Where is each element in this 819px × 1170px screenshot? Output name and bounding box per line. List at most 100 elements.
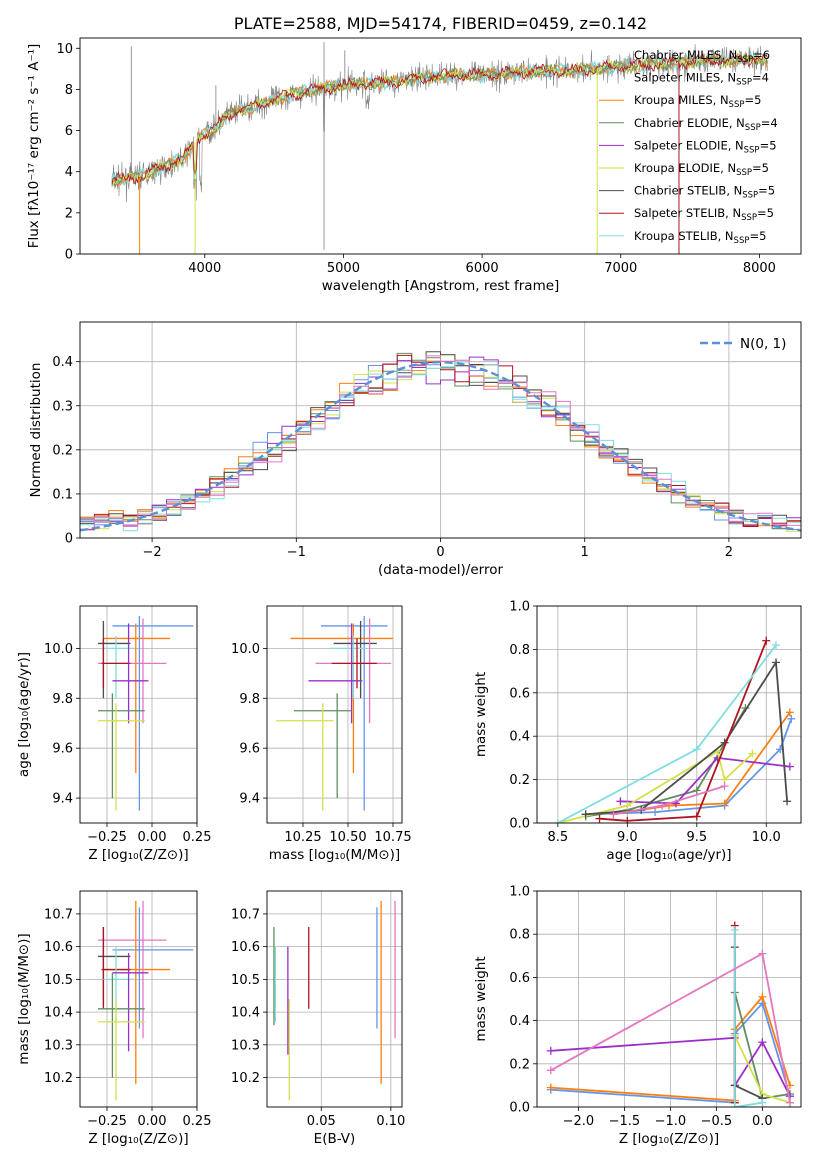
y-tick-label: 10.0 (231, 642, 260, 657)
weight-line (733, 947, 763, 1100)
weight-marker (730, 925, 739, 934)
y-axis-label: mass weight (473, 672, 489, 757)
axes-weight_vs_Z: −2.0 −1.5 −1.0 −0.5 0.0 0.0 0.2 0.4 0.6 0.8 1.0 Z [… (473, 885, 802, 1147)
weight-marker (546, 1046, 555, 1055)
x-tick-label: 0.00 (138, 1114, 167, 1129)
legend-entry: Kroupa STELIB, NSSP=5 (634, 229, 766, 246)
y-tick-label: 0.3 (52, 399, 73, 414)
model-spectrum (111, 51, 769, 187)
x-tick-label: 7000 (604, 261, 637, 276)
x-axis-label: mass [log₁₀(M/M⊙)] (269, 847, 400, 863)
ticks-mass_vs_EBV: 0.05 0.10 10.2 10.3 10.4 10.5 10.6 10.7 (231, 907, 405, 1129)
axes-spectrum: 4000 5000 6000 7000 8000 0 2 4 6 8 10 wavelength [A… (26, 14, 802, 294)
y-tick-label: 0.2 (509, 1057, 530, 1072)
legend: N(0, 1) (700, 336, 786, 352)
y-tick-label: 10.7 (231, 907, 260, 922)
y-tick-label: 10.3 (44, 1038, 73, 1053)
x-tick-label: −1.5 (609, 1114, 641, 1129)
weight-line (620, 756, 791, 805)
ticks-weight_vs_age: 8.5 9.0 9.5 10.0 0.0 0.2 0.4 0.6 0.8 1.0 (509, 600, 780, 846)
model-spectrum (111, 53, 768, 185)
y-tick-label: 10.5 (231, 973, 260, 988)
x-tick-label: 10.75 (374, 830, 411, 845)
plot-area-mass_vs_EBV (273, 900, 396, 1101)
legend-entry: N(0, 1) (740, 336, 786, 352)
y-tick-label: 9.6 (239, 742, 260, 757)
weight-marker (758, 1038, 767, 1047)
axes-frame (536, 890, 802, 1108)
y-tick-label: 1.0 (509, 600, 530, 615)
grid-weight_vs_age (537, 605, 801, 824)
axes-residuals: −2 −1 0 1 2 0 0.1 0.2 0.3 0.4 (data-model)/error No… (28, 321, 802, 578)
y-tick-label: 0.6 (509, 971, 530, 986)
weight-marker (720, 799, 729, 808)
weight-marker (730, 1103, 739, 1107)
y-tick-label: 8 (65, 83, 73, 98)
axes-frame (79, 321, 802, 539)
weight-marker (692, 812, 701, 821)
legend-entry: Salpeter MILES, NSSP=4 (634, 71, 769, 88)
model-spectrum (111, 54, 768, 187)
y-tick-label: 0.4 (509, 1014, 530, 1029)
legend-entry: Kroupa MILES, NSSP=5 (634, 93, 761, 110)
grid-mass_vs_Z (80, 891, 198, 1107)
plot-area-age_vs_mass (276, 615, 393, 811)
plot-area-weight_vs_age (553, 636, 796, 823)
histogram-step (80, 354, 801, 531)
weight-marker (785, 762, 794, 771)
y-tick-label: 1.0 (509, 885, 530, 900)
axes-mass_vs_Z: −0.25 0.00 0.25 10.2 10.3 10.4 10.5 10.6 10.7 Z [… (16, 890, 212, 1147)
x-tick-label: −2 (143, 545, 162, 560)
plot-area-residuals (80, 351, 801, 532)
x-tick-label: −0.25 (87, 1114, 127, 1129)
y-tick-label: 10.6 (231, 940, 260, 955)
x-tick-label: 4000 (188, 261, 221, 276)
legend-entry: Kroupa ELODIE, NSSP=5 (634, 161, 769, 178)
y-tick-label: 9.8 (52, 692, 73, 707)
y-tick-label: 0.4 (509, 730, 530, 745)
y-tick-label: 0.0 (509, 1101, 530, 1116)
y-tick-label: 10.5 (44, 973, 73, 988)
ticks-age_vs_Z: −0.25 0.00 0.25 9.4 9.6 9.8 10.0 (44, 642, 211, 845)
axes-weight_vs_age: 8.5 9.0 9.5 10.0 0.0 0.2 0.4 0.6 0.8 1.0 age [log₁… (473, 600, 802, 863)
x-tick-label: 0.25 (183, 1114, 212, 1129)
x-tick-label: 0.0 (752, 1114, 773, 1129)
grid-age_vs_mass (267, 606, 402, 823)
y-tick-label: 9.8 (239, 692, 260, 707)
weight-marker (758, 949, 767, 958)
weight-marker (758, 992, 767, 1001)
x-tick-label: 10.0 (752, 830, 781, 845)
weight-marker (785, 708, 794, 717)
x-tick-label: −2.0 (563, 1114, 595, 1129)
x-axis-label: E(B-V) (314, 1131, 356, 1147)
x-tick-label: −1.0 (655, 1114, 687, 1129)
x-tick-label: 0.05 (307, 1114, 336, 1129)
x-axis-label: (data-model)/error (378, 562, 504, 578)
x-tick-label: 8.5 (547, 830, 568, 845)
weight-marker (609, 810, 618, 819)
weight-line (585, 718, 793, 816)
y-tick-label: 10 (56, 42, 73, 57)
gaussian-curve (80, 360, 801, 532)
ticks-residuals: −2 −1 0 1 2 0 0.1 0.2 0.3 0.4 (52, 355, 733, 560)
weight-marker (785, 1098, 794, 1107)
legend-entry: Salpeter STELIB, NSSP=5 (634, 206, 774, 223)
weight-marker (692, 786, 701, 795)
weight-marker (771, 658, 780, 667)
weight-marker (758, 1098, 767, 1107)
x-tick-label: 0 (436, 545, 444, 560)
weight-marker (748, 749, 757, 758)
y-tick-label: 10.4 (44, 1006, 73, 1021)
weight-line (599, 640, 768, 822)
weight-marker (692, 745, 701, 754)
histogram-step (80, 361, 801, 532)
y-axis-label: mass [log₁₀(M/M⊙)] (16, 933, 32, 1064)
legend-entry: Chabrier MILES, NSSP=6 (634, 48, 770, 65)
weight-line (585, 707, 747, 818)
y-tick-label: 10.2 (231, 1071, 260, 1086)
x-tick-label: 10.25 (284, 830, 321, 845)
legend-entry: Chabrier ELODIE, NSSP=4 (634, 116, 778, 133)
x-tick-label: 5000 (327, 261, 360, 276)
weight-marker (546, 1083, 555, 1092)
weight-marker (771, 641, 780, 650)
